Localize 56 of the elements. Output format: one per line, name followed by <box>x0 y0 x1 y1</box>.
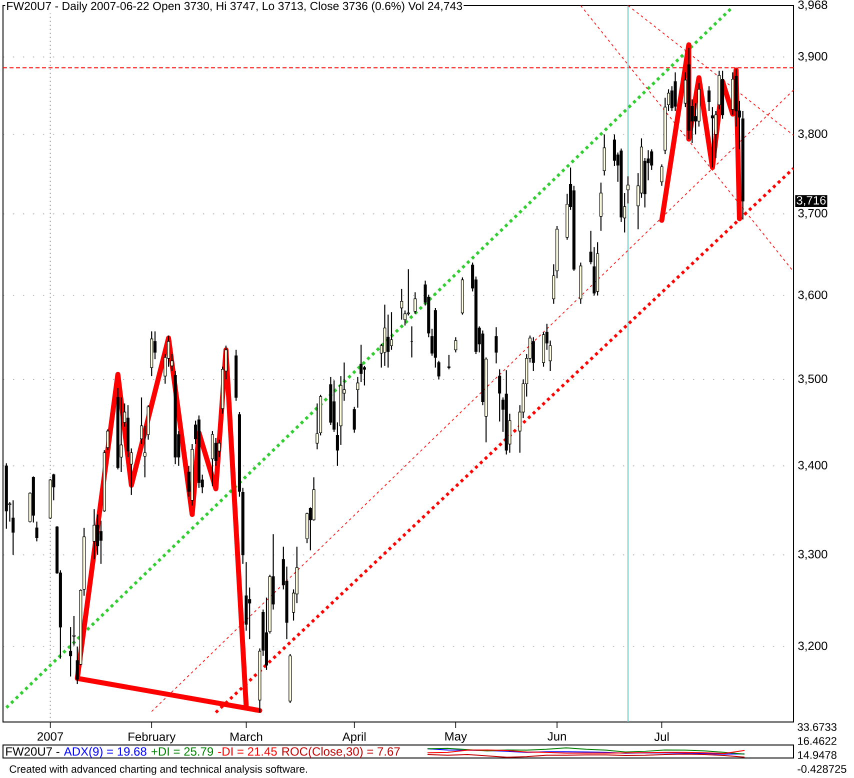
text: Created with advanced charting and technical analysis software. <box>10 765 308 775</box>
candlestick <box>362 365 366 386</box>
candlestick <box>498 368 502 422</box>
candlestick <box>35 521 38 542</box>
candlestick <box>602 134 606 176</box>
y-tick-label: 3,200 <box>798 642 828 652</box>
candlestick <box>120 396 123 473</box>
x-tick-label: February <box>128 732 176 744</box>
candlestick <box>708 86 711 112</box>
candlestick <box>360 344 363 383</box>
candlestick <box>69 626 72 678</box>
candlestick <box>92 508 96 560</box>
candlestick <box>454 336 458 353</box>
y-tick-label: 3,600 <box>798 290 828 300</box>
chart-title: FW20U7 - <box>6 747 60 756</box>
y-tick-label: 3,700 <box>798 208 828 219</box>
candlestick <box>356 376 360 408</box>
text: -DI = 21.45 <box>218 747 277 756</box>
text: -0.428725 <box>798 765 846 773</box>
text: 33.6733 <box>798 723 836 731</box>
y-tick-label: 3,900 <box>798 52 828 62</box>
candlestick <box>447 354 450 370</box>
y-tick-label: 3,300 <box>798 550 828 560</box>
text: ADX(9) = 19.68 <box>64 746 146 758</box>
candlestick <box>248 586 252 640</box>
text: 16.4622 <box>798 737 836 745</box>
y-tick-label: 3,800 <box>798 129 828 140</box>
chart-title: FW20U7 - Daily 2007-06-22 Open 3730, Hi 3747, Lo 3713, Close 3736 (0.6%) Vol 24,743 <box>7 2 462 12</box>
candlestick <box>352 406 356 434</box>
candlestick <box>710 106 714 168</box>
candlestick <box>386 314 390 368</box>
y-tick-label: 3,968 <box>798 0 828 10</box>
y-tick-label: 3,500 <box>798 374 828 384</box>
candlestick <box>400 288 404 320</box>
candlestick <box>99 520 102 564</box>
candlestick <box>414 292 417 314</box>
candlestick <box>660 164 664 186</box>
candlestick <box>12 500 15 556</box>
x-tick-label: Jun <box>548 732 566 741</box>
candlestick <box>218 439 221 458</box>
candlestick <box>494 326 498 364</box>
x-tick-label: March <box>230 732 262 742</box>
candlestick <box>390 312 394 350</box>
candlestick <box>599 182 602 232</box>
x-tick-label: May <box>445 732 468 743</box>
x-tick-label: Jul <box>654 732 669 742</box>
x-tick-label: April <box>342 732 366 744</box>
candlestick <box>626 176 630 204</box>
text: ROC(Close,30) = 7.67 <box>282 746 400 758</box>
text: +DI = 25.79 <box>152 747 214 756</box>
annotation: 3,716 <box>796 196 826 206</box>
x-tick-label: 2007 <box>38 732 64 741</box>
candlestick <box>532 336 535 372</box>
y-tick-label: 3,400 <box>798 460 828 471</box>
candlestick <box>106 428 110 451</box>
text: 14.9478 <box>798 751 836 759</box>
